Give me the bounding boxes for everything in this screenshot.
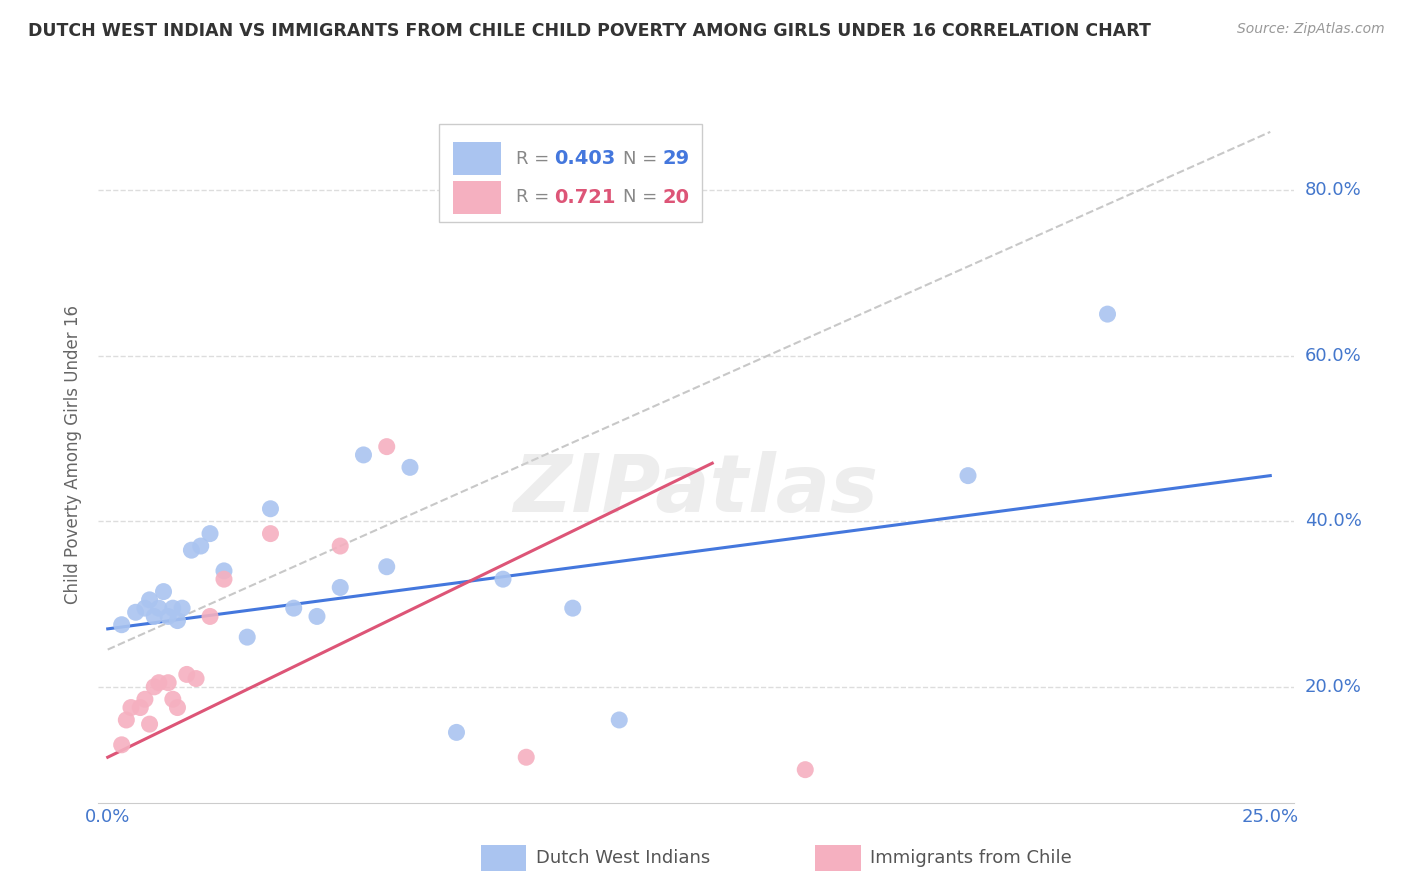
Bar	[481, 845, 526, 871]
Point	[115, 713, 138, 727]
Point	[399, 460, 422, 475]
Point	[198, 526, 221, 541]
Point	[446, 725, 468, 739]
Point	[157, 675, 180, 690]
Text: 0.721: 0.721	[554, 188, 616, 207]
Point	[143, 680, 166, 694]
Text: ZIPatlas: ZIPatlas	[513, 450, 879, 529]
Point	[157, 609, 180, 624]
Point	[143, 609, 166, 624]
Text: N =: N =	[623, 188, 664, 206]
Point	[561, 601, 583, 615]
Point	[305, 609, 328, 624]
Text: Immigrants from Chile: Immigrants from Chile	[870, 849, 1073, 867]
Point	[111, 738, 134, 752]
Point	[212, 564, 235, 578]
Point	[184, 672, 207, 686]
Point	[148, 675, 170, 690]
Text: 40.0%: 40.0%	[1305, 512, 1361, 530]
Point	[120, 700, 142, 714]
Point	[259, 526, 281, 541]
Point	[166, 614, 188, 628]
Point	[492, 572, 515, 586]
Point	[259, 501, 281, 516]
Point	[176, 667, 198, 681]
Text: R =: R =	[516, 150, 554, 168]
Bar	[815, 845, 860, 871]
Point	[198, 609, 221, 624]
Text: 29: 29	[662, 149, 689, 168]
Point	[138, 717, 160, 731]
Point	[375, 440, 398, 454]
Point	[212, 572, 235, 586]
Point	[956, 468, 979, 483]
Text: 20: 20	[662, 188, 689, 207]
Point	[166, 700, 188, 714]
Point	[329, 581, 352, 595]
Point	[180, 543, 202, 558]
Text: Dutch West Indians: Dutch West Indians	[536, 849, 710, 867]
Point	[329, 539, 352, 553]
Text: 80.0%: 80.0%	[1305, 181, 1361, 199]
Text: R =: R =	[516, 188, 554, 206]
Point	[129, 700, 152, 714]
Bar	[453, 142, 501, 175]
Text: Source: ZipAtlas.com: Source: ZipAtlas.com	[1237, 22, 1385, 37]
Point	[152, 584, 174, 599]
Point	[138, 592, 160, 607]
Text: 60.0%: 60.0%	[1305, 346, 1361, 365]
Point	[134, 692, 156, 706]
Point	[111, 617, 134, 632]
Point	[134, 601, 156, 615]
Point	[1097, 307, 1119, 321]
Point	[515, 750, 537, 764]
Point	[190, 539, 212, 553]
Point	[375, 559, 398, 574]
Bar	[439, 124, 702, 222]
Point	[794, 763, 817, 777]
Text: DUTCH WEST INDIAN VS IMMIGRANTS FROM CHILE CHILD POVERTY AMONG GIRLS UNDER 16 CO: DUTCH WEST INDIAN VS IMMIGRANTS FROM CHI…	[28, 22, 1152, 40]
Text: N =: N =	[623, 150, 664, 168]
Point	[172, 601, 194, 615]
Point	[236, 630, 259, 644]
Text: 20.0%: 20.0%	[1305, 678, 1361, 696]
Point	[283, 601, 305, 615]
Bar	[453, 181, 501, 214]
Point	[607, 713, 630, 727]
Y-axis label: Child Poverty Among Girls Under 16: Child Poverty Among Girls Under 16	[65, 305, 83, 605]
Point	[148, 601, 170, 615]
Point	[162, 692, 184, 706]
Text: 0.403: 0.403	[554, 149, 614, 168]
Point	[353, 448, 375, 462]
Point	[124, 605, 146, 619]
Point	[162, 601, 184, 615]
